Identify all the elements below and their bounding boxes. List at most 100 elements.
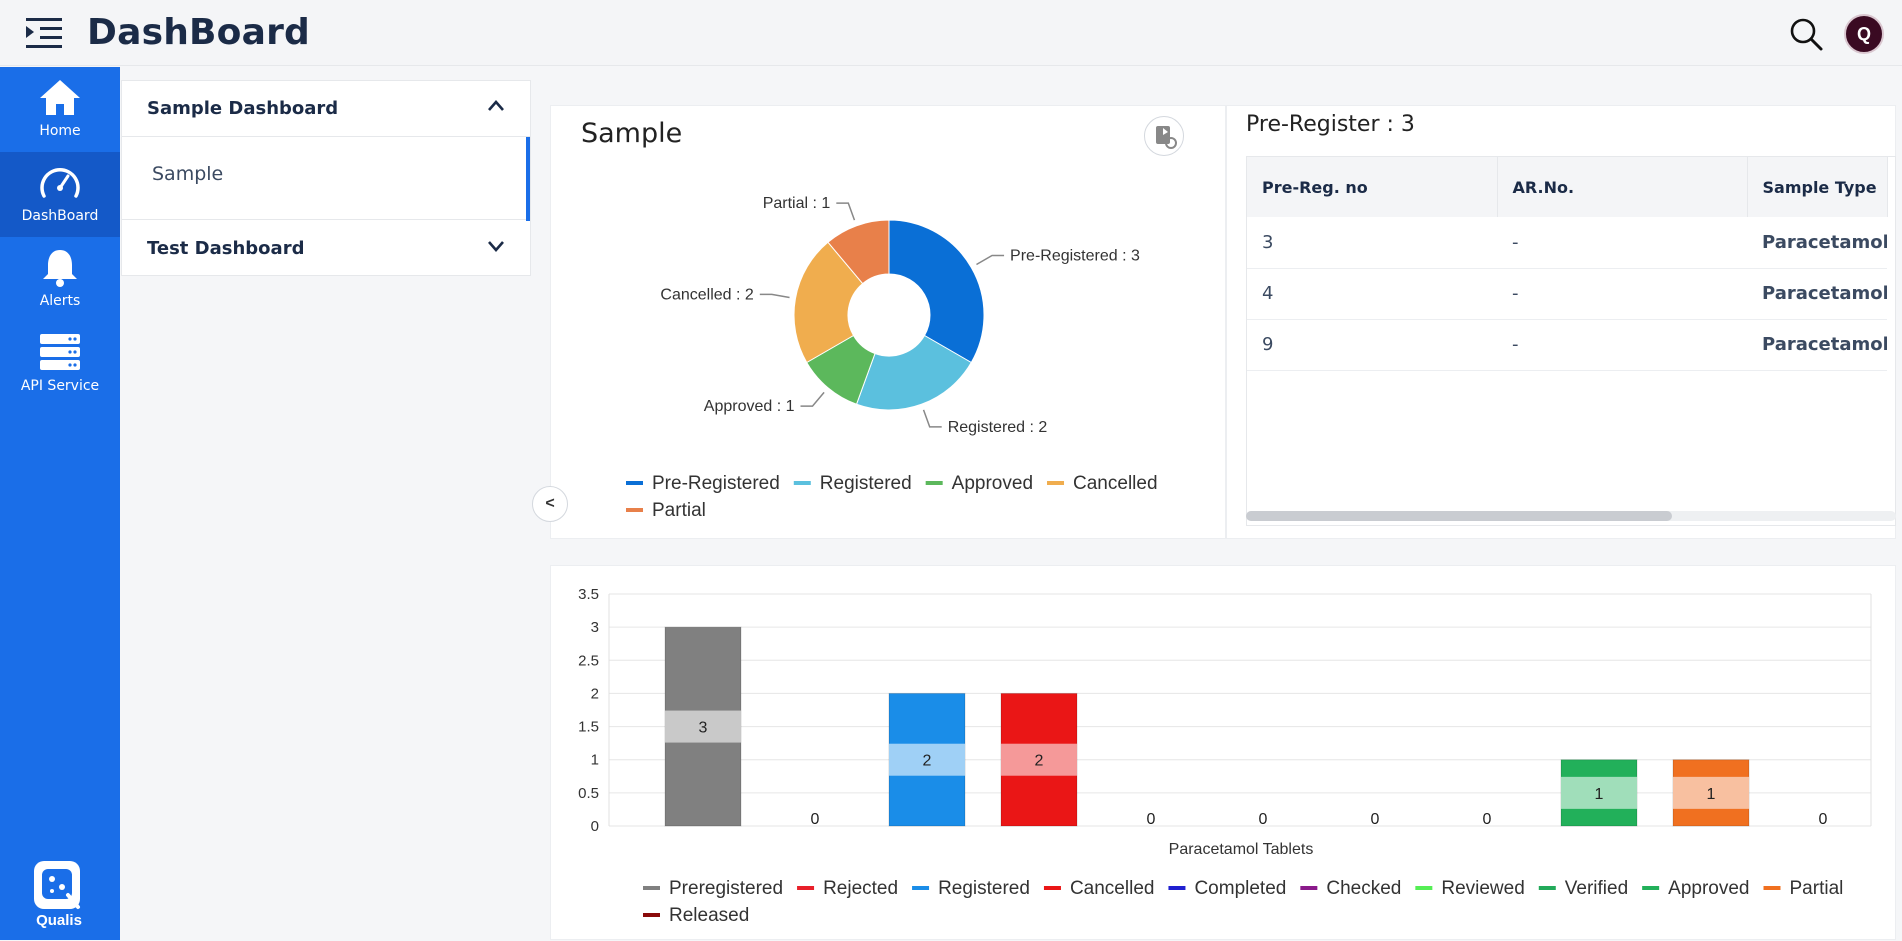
pre-register-table-wrap: Pre-Reg. no AR.No. Sample Type 3 - Parac…: [1246, 156, 1896, 526]
bell-icon: [43, 250, 77, 287]
bar-label-box: [665, 710, 741, 743]
y-tick-label: 3.5: [578, 586, 599, 603]
pie-slice: [793, 241, 864, 364]
bar-label-box: [1673, 776, 1749, 809]
status-bar-chart-panel: 0 0.5 1 1.5 2 2.5 3 3.5 3 0 2 2 0 0 0 0 1 1 0 Paracetamol T…: [550, 565, 1896, 940]
bar-value-label: 0: [1483, 811, 1492, 828]
scrollbar-thumb[interactable]: [1246, 511, 1672, 521]
bar-label-box: [889, 743, 965, 776]
legend-entry: Verified: [1565, 878, 1628, 899]
bar-value-label: 3: [699, 720, 708, 737]
table-row[interactable]: 3 - Paracetamol: [1247, 217, 1887, 269]
bar-value-label: 0: [1819, 811, 1828, 828]
rail-item-dashboard[interactable]: DashBoard: [0, 152, 120, 237]
y-tick-label: 1.5: [578, 719, 599, 736]
export-button[interactable]: [1144, 116, 1184, 156]
rail-item-api-service[interactable]: API Service: [0, 322, 120, 407]
legend-swatch: [912, 886, 930, 890]
search-icon[interactable]: [1788, 16, 1824, 52]
y-tick-label: 0: [591, 818, 599, 835]
legend-swatch: [643, 913, 660, 917]
legend-entry: Registered: [820, 473, 912, 494]
sample-chart-panel: Pre-Registered : 3 Registered : 2 Approved…: [550, 105, 1226, 539]
pie-slice-label: Pre-Registered : 3: [1010, 248, 1140, 265]
menu-toggle-icon[interactable]: [24, 16, 64, 50]
cell-prereg-no: 3: [1247, 217, 1497, 269]
active-indicator: [526, 137, 530, 221]
horizontal-scrollbar[interactable]: [1246, 511, 1896, 521]
legend-swatch: [1168, 886, 1186, 890]
y-tick-label: 2: [591, 685, 599, 702]
accordion-title: Test Dashboard: [147, 238, 305, 259]
cell-ar-no: -: [1497, 268, 1747, 320]
cell-prereg-no: 4: [1247, 268, 1497, 320]
bar-value-label: 2: [923, 753, 932, 770]
legend-entry: Reviewed: [1441, 878, 1524, 899]
accordion-sample-items: Sample: [122, 136, 530, 221]
table-title: Pre-Register : 3: [1246, 112, 1415, 137]
pie-slice-label: Approved : 1: [704, 398, 795, 415]
cell-ar-no: -: [1497, 217, 1747, 269]
legend-entry: Checked: [1326, 878, 1401, 899]
rail-item-label: API Service: [20, 378, 100, 394]
column-header[interactable]: Pre-Reg. no: [1247, 157, 1498, 217]
bar-value-label: 0: [1371, 811, 1380, 828]
pie-leader-line: [922, 409, 942, 428]
legend-entry: Completed: [1194, 878, 1286, 899]
pie-leader-line: [759, 293, 790, 299]
accordion-sample-dashboard[interactable]: Sample Dashboard: [122, 81, 530, 135]
bar-value-label: 0: [811, 811, 820, 828]
table-row[interactable]: 9 - Paracetamol: [1247, 319, 1887, 371]
column-header[interactable]: AR.No.: [1497, 157, 1748, 217]
rail-item-home[interactable]: Home: [0, 67, 120, 152]
bar-value-label: 1: [1595, 786, 1604, 803]
logo-text: Qualis: [36, 912, 82, 929]
table-header-row: Pre-Reg. no AR.No. Sample Type: [1247, 157, 1888, 217]
bar-label-box: [1001, 743, 1077, 776]
legend-entry: Released: [669, 905, 749, 926]
y-tick-label: 3: [591, 619, 599, 636]
top-bar: DashBoard Q: [0, 0, 1902, 66]
pre-register-panel: Pre-Register : 3 Pre-Reg. no AR.No. Samp…: [1226, 105, 1896, 539]
rail-item-alerts[interactable]: Alerts: [0, 237, 120, 322]
pie-slice: [855, 334, 972, 411]
legend-entry: Rejected: [823, 878, 898, 899]
legend-swatch: [1538, 886, 1556, 890]
cell-prereg-no: 9: [1247, 319, 1497, 371]
legend-entry: Partial: [1790, 878, 1844, 899]
user-avatar[interactable]: Q: [1844, 14, 1884, 54]
legend-entry: Preregistered: [669, 878, 783, 899]
left-rail: Home DashBoard Alerts API Service: [0, 67, 120, 940]
chevron-down-icon: [488, 241, 504, 252]
legend-swatch: [1047, 481, 1065, 485]
accordion-test-dashboard[interactable]: Test Dashboard: [122, 221, 530, 275]
pie-slice: [888, 219, 985, 364]
bar-value-label: 0: [1147, 811, 1156, 828]
server-icon: [40, 334, 80, 370]
rail-item-label: Alerts: [39, 293, 81, 309]
qualis-logo: Qualis: [34, 861, 82, 929]
legend-swatch: [643, 886, 660, 890]
subnav-item-sample[interactable]: Sample: [152, 163, 224, 185]
pie-slice-label: Cancelled : 2: [660, 286, 753, 303]
legend-swatch: [626, 508, 643, 512]
cell-ar-no: -: [1497, 319, 1747, 371]
home-icon: [40, 80, 80, 115]
column-header[interactable]: Sample Type: [1747, 157, 1888, 217]
bar-value-label: 0: [1259, 811, 1268, 828]
table-row[interactable]: 4 - Paracetamol: [1247, 268, 1887, 320]
y-tick-label: 2.5: [578, 652, 599, 669]
pre-register-table: Pre-Reg. no AR.No. Sample Type 3 - Parac…: [1247, 157, 1888, 371]
chevron-up-icon: [488, 100, 504, 111]
pie-leader-line: [800, 391, 825, 407]
collapse-sidebar-button[interactable]: <: [532, 486, 568, 522]
export-chart-icon: [1156, 126, 1177, 149]
cell-sample-type: Paracetamol: [1747, 217, 1887, 269]
rail-item-label: DashBoard: [21, 208, 99, 224]
legend-swatch: [793, 481, 811, 485]
legend-swatch: [626, 481, 643, 485]
chart-title: Sample: [581, 118, 683, 149]
legend-swatch: [925, 481, 943, 485]
legend-swatch: [1415, 886, 1433, 890]
legend-entry: Pre-Registered: [652, 473, 780, 494]
